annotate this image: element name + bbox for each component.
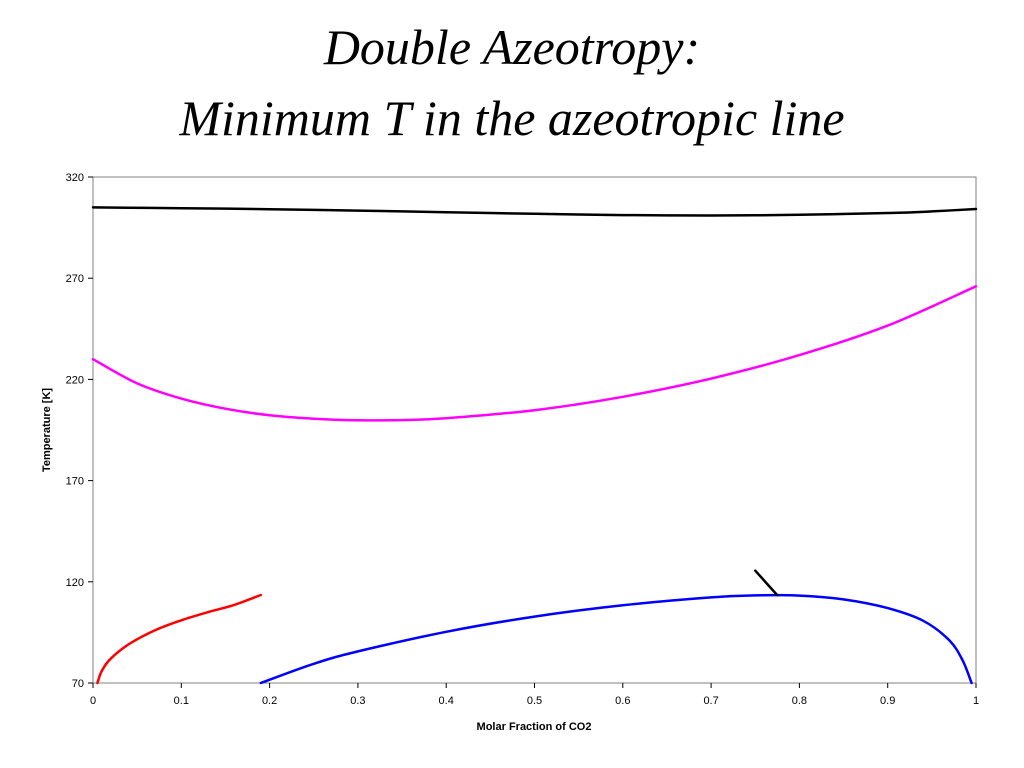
series-line-1 (91, 206, 978, 217)
x-tick-label: 0 (90, 695, 96, 707)
y-axis: 70 120 170 220 270 320 (66, 172, 93, 690)
x-axis: 0 0.1 0.2 0.3 0.4 0.5 0.6 0.7 0.8 0.9 1 (90, 683, 979, 707)
series-line-2 (91, 285, 978, 422)
x-tick-label: 0.2 (262, 695, 277, 707)
x-tick-label: 0.7 (703, 695, 718, 707)
chart-title-line-1: Double Azeotropy: (323, 19, 701, 75)
y-tick-label: 170 (66, 476, 84, 488)
series-line-3 (96, 593, 263, 685)
y-tick-label: 220 (66, 374, 84, 386)
y-tick-label: 320 (66, 172, 84, 184)
x-tick-label: 0.1 (174, 695, 189, 707)
x-tick-label: 0.9 (880, 695, 895, 707)
series-line-4 (259, 593, 973, 685)
x-tick-label: 0.6 (615, 695, 630, 707)
series-group (91, 206, 978, 685)
x-tick-label: 1 (973, 695, 979, 707)
x-axis-title: Molar Fraction of CO2 (477, 721, 592, 733)
y-tick-label: 120 (66, 577, 84, 589)
y-axis-title: Temperature [K] (41, 388, 53, 472)
x-tick-label: 0.3 (350, 695, 365, 707)
chart-title-line-2: Minimum T in the azeotropic line (179, 90, 845, 146)
x-tick-label: 0.4 (439, 695, 454, 707)
x-tick-label: 0.8 (792, 695, 807, 707)
y-tick-label: 70 (72, 678, 84, 690)
series-line-5 (754, 569, 779, 597)
x-tick-label: 0.5 (527, 695, 542, 707)
y-tick-label: 270 (66, 273, 84, 285)
